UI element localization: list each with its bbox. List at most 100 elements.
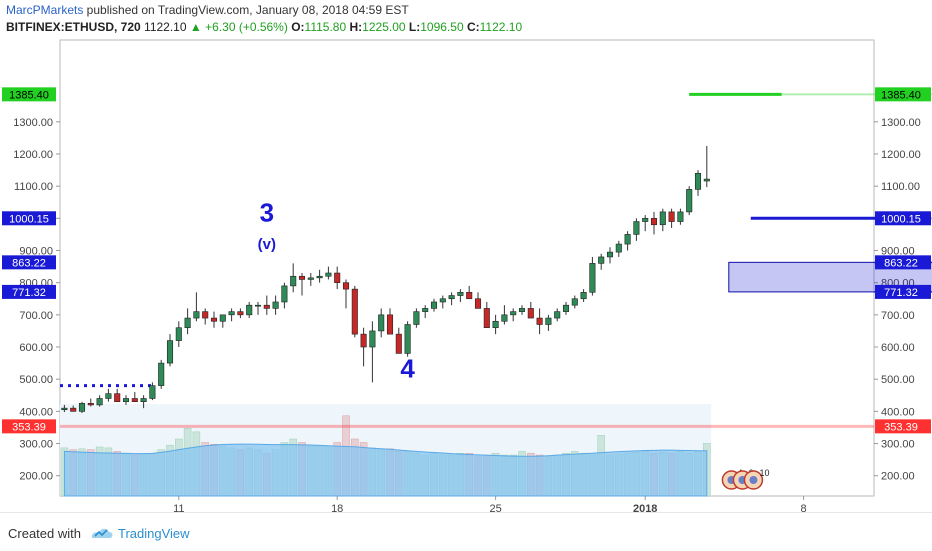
candle-body bbox=[202, 311, 209, 319]
candle-body bbox=[606, 251, 614, 258]
x-tick-label: 25 bbox=[489, 503, 501, 512]
candle-body bbox=[96, 398, 103, 406]
tradingview-brand[interactable]: TradingView bbox=[118, 526, 190, 541]
close-value: 1122.10 bbox=[479, 20, 523, 34]
candle-body bbox=[492, 320, 499, 329]
candle-body bbox=[536, 317, 543, 325]
candle-body bbox=[677, 211, 684, 222]
volume-ma-area bbox=[63, 443, 708, 497]
candle-body bbox=[78, 403, 86, 412]
zone-top-left-value: 863.22 bbox=[12, 257, 46, 269]
price-chart[interactable]: 200.00 200.00 300.00 300.00 400.00 400.00 500.… bbox=[0, 38, 932, 512]
candle-body bbox=[694, 172, 702, 190]
support-left-tag bbox=[2, 419, 56, 434]
wave-label: 3 bbox=[260, 198, 274, 228]
footer: Created with TradingView bbox=[0, 512, 932, 551]
candle-body bbox=[105, 393, 112, 399]
author-link[interactable]: MarcPMarkets bbox=[6, 3, 84, 17]
y-tick-label-left: 400.00 bbox=[19, 406, 53, 418]
candle-body bbox=[633, 221, 640, 235]
zone-top-left-tag bbox=[2, 255, 56, 270]
y-tick-label-left: 1100.00 bbox=[14, 181, 53, 193]
zone-top-right-tag bbox=[875, 255, 931, 270]
y-tick-label-right: 1100.00 bbox=[881, 181, 920, 193]
y-tick-label-right: 900.00 bbox=[881, 246, 915, 258]
candle-body bbox=[562, 304, 570, 312]
target-right-tag bbox=[875, 87, 931, 102]
support-right-tag bbox=[875, 419, 931, 434]
candle-body bbox=[184, 317, 191, 329]
candle-body bbox=[369, 330, 376, 348]
y-tick-label-left: 300.00 bbox=[19, 439, 53, 451]
y-tick-label-right: 700.00 bbox=[881, 310, 915, 322]
last-price: 1122.10 bbox=[144, 20, 187, 34]
ohlc-line: BITFINEX:ETHUSD, 720 1122.10 ▲ +6.30 (+0… bbox=[6, 20, 522, 34]
candle-body bbox=[316, 275, 323, 279]
created-with-text: Created with bbox=[8, 526, 81, 541]
candle-body bbox=[334, 272, 341, 283]
candle-body bbox=[131, 398, 138, 403]
open-value: 1115.80 bbox=[304, 20, 347, 34]
low-value: 1096.50 bbox=[420, 20, 464, 34]
candle-body bbox=[668, 211, 675, 222]
candle-body bbox=[642, 218, 649, 222]
close-label: C: bbox=[466, 20, 480, 34]
candle-body bbox=[386, 314, 394, 335]
candle-body bbox=[219, 314, 226, 322]
candle-body bbox=[615, 243, 622, 253]
event-badge-core bbox=[749, 476, 758, 484]
up-arrow-icon: ▲ bbox=[189, 20, 202, 34]
publish-line: MarcPMarkets published on TradingView.co… bbox=[6, 3, 409, 17]
y-tick-label-left: 500.00 bbox=[19, 374, 53, 386]
candle-body bbox=[360, 333, 367, 348]
candle-body bbox=[554, 311, 561, 319]
candle-body bbox=[483, 308, 490, 329]
candle-body bbox=[175, 327, 182, 341]
candle-body bbox=[404, 324, 411, 354]
low-label: L: bbox=[408, 20, 421, 34]
candle-body bbox=[413, 311, 420, 325]
candle-body bbox=[545, 317, 552, 325]
candle-body bbox=[703, 178, 710, 182]
target-right-value: 1385.40 bbox=[881, 89, 921, 101]
candle-body bbox=[571, 298, 578, 306]
candle-body bbox=[70, 407, 77, 412]
y-tick-label-right: 300.00 bbox=[881, 439, 915, 451]
support-right-value: 353.39 bbox=[884, 421, 918, 433]
y-tick-label-left: 1300.00 bbox=[13, 117, 53, 129]
candle-body bbox=[351, 288, 358, 335]
candle-body bbox=[518, 308, 526, 312]
tradingview-logo-icon[interactable] bbox=[90, 525, 114, 541]
x-tick-label: 8 bbox=[801, 503, 807, 512]
y-tick-label-left: 1200.00 bbox=[13, 149, 53, 161]
candle-body bbox=[193, 311, 200, 319]
candle-body bbox=[589, 263, 596, 293]
candle-body bbox=[466, 292, 473, 300]
y-tick-label-right: 600.00 bbox=[881, 342, 915, 354]
candle-body bbox=[430, 301, 438, 309]
resistance-left-value: 1000.15 bbox=[9, 213, 49, 225]
x-tick-label: 2018 bbox=[633, 503, 657, 512]
candle-body bbox=[580, 292, 587, 300]
candle-body bbox=[624, 234, 631, 245]
candle-body bbox=[228, 311, 235, 316]
resistance-left-tag bbox=[2, 211, 56, 226]
candle-body bbox=[149, 385, 156, 399]
high-label: H: bbox=[349, 20, 363, 34]
candle-body bbox=[448, 295, 455, 300]
candle-body bbox=[272, 301, 279, 309]
candle-body bbox=[114, 393, 121, 403]
zone-bottom-left-tag bbox=[2, 284, 56, 299]
candle-body bbox=[378, 314, 385, 332]
candle-body bbox=[140, 398, 147, 403]
candle-body bbox=[650, 218, 658, 226]
resistance-right-value: 1000.15 bbox=[881, 213, 921, 225]
y-tick-label-right: 400.00 bbox=[881, 406, 915, 418]
candle-body bbox=[158, 362, 165, 386]
candle-body bbox=[527, 308, 534, 319]
candle-body bbox=[598, 256, 605, 264]
candle-body bbox=[501, 314, 508, 322]
candle-body bbox=[474, 298, 482, 309]
candle-body bbox=[307, 277, 314, 280]
candle-body bbox=[61, 407, 68, 411]
